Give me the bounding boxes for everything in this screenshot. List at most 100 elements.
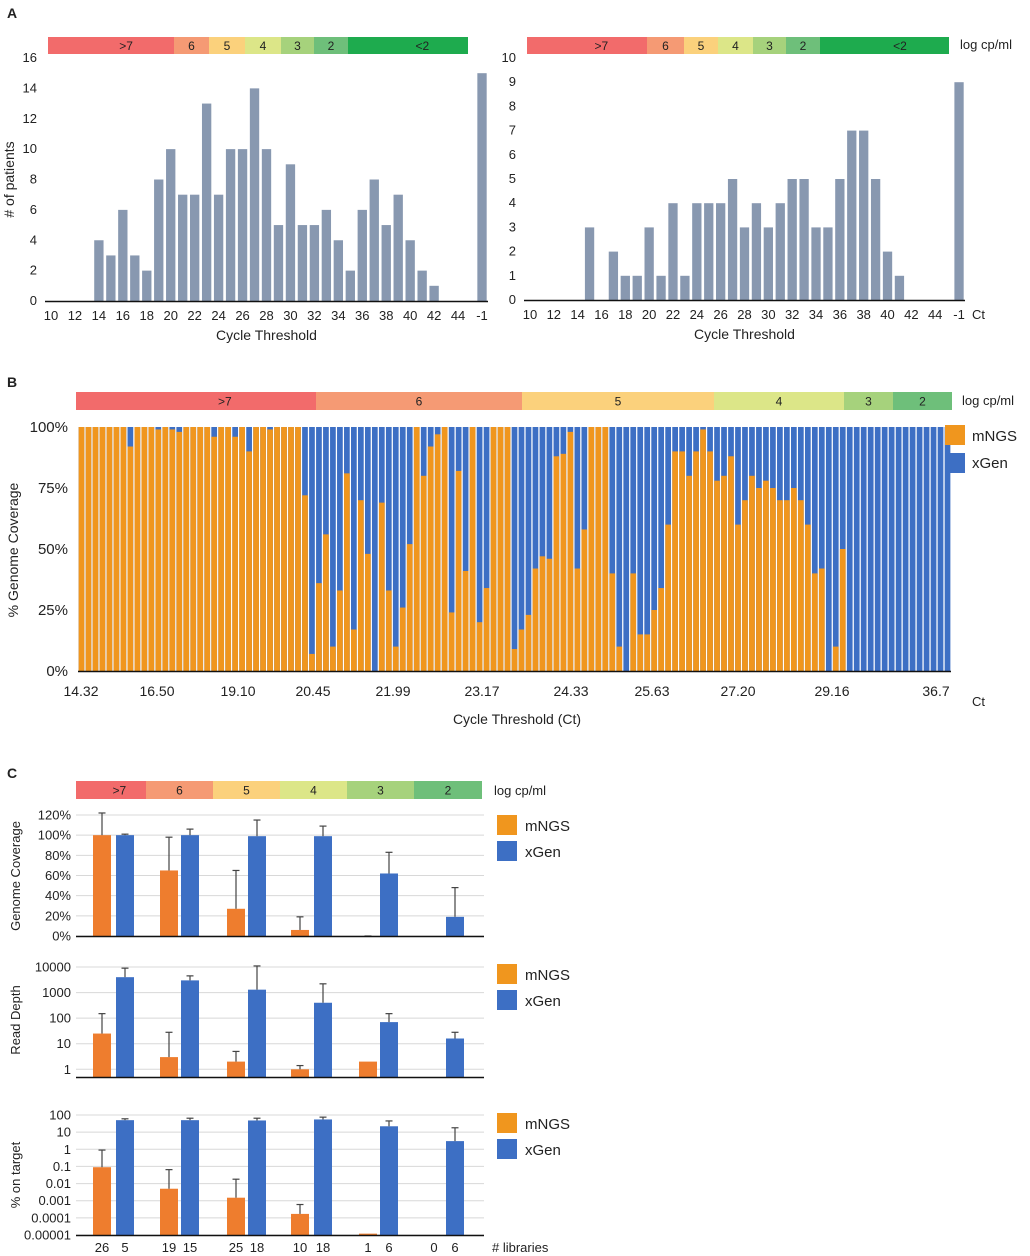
bar-mngs bbox=[644, 634, 651, 671]
bar-mngs bbox=[616, 646, 623, 671]
bar-mngs bbox=[749, 475, 755, 671]
bar bbox=[954, 82, 964, 300]
bar-mngs bbox=[532, 568, 539, 671]
legend-label-mngs: mNGS bbox=[972, 428, 1017, 445]
bar-xgen bbox=[930, 427, 937, 671]
scale-label: 6 bbox=[416, 395, 423, 409]
bar bbox=[297, 225, 308, 301]
bar-xgen bbox=[309, 427, 315, 671]
bar-mngs bbox=[364, 553, 371, 671]
bar-xgen bbox=[644, 427, 651, 671]
bar-xgen bbox=[446, 1038, 464, 1077]
bar bbox=[249, 88, 260, 301]
legend-swatch-xgen bbox=[497, 841, 517, 861]
x-tick-label: 12 bbox=[68, 308, 82, 323]
scale-segment-0 bbox=[76, 781, 146, 799]
bar-xgen bbox=[248, 1120, 266, 1235]
y-tick-label: 14 bbox=[23, 80, 37, 95]
bar-xgen bbox=[658, 427, 665, 671]
bar-mngs bbox=[735, 524, 741, 671]
bar bbox=[393, 194, 403, 301]
scale-label: 2 bbox=[919, 395, 926, 409]
bar-mngs bbox=[763, 480, 769, 671]
bar-mngs bbox=[818, 568, 825, 671]
y-tick-label: 9 bbox=[509, 74, 516, 89]
y-axis-title: Genome Coverage bbox=[8, 821, 23, 931]
y-tick-label: 6 bbox=[509, 147, 516, 162]
bar-mngs bbox=[665, 524, 672, 671]
scale-label: 3 bbox=[865, 395, 872, 409]
bar-mngs bbox=[434, 434, 441, 671]
x-tick-label: 36 bbox=[833, 307, 847, 322]
chart-c-readdepth: 1 10 100 1000 10000 Read Depth mNGS xGen bbox=[8, 960, 570, 1079]
ct-unit-a: Ct bbox=[972, 307, 985, 322]
bar-mngs bbox=[637, 634, 644, 671]
bar-xgen bbox=[476, 427, 483, 671]
bar-mngs bbox=[728, 456, 734, 671]
x-tick-label: 36.7 bbox=[922, 683, 949, 699]
bar bbox=[321, 209, 332, 301]
scale-segment-2 bbox=[522, 392, 714, 410]
bar bbox=[429, 285, 439, 301]
y-tick-label: 2 bbox=[509, 244, 516, 259]
scale-label: 2 bbox=[328, 39, 335, 53]
bar-xgen bbox=[923, 427, 930, 671]
panel-b-scale: >7 6 5 4 3 2 bbox=[76, 392, 952, 410]
x-axis-title: Cycle Threshold bbox=[694, 326, 795, 342]
bar-mngs bbox=[323, 534, 329, 671]
bar-mngs bbox=[595, 427, 602, 671]
scale-label: 6 bbox=[188, 39, 195, 53]
y-tick-label: 120% bbox=[38, 808, 72, 823]
bar bbox=[237, 149, 248, 301]
y-axis-title: # of patients bbox=[1, 141, 17, 217]
bar bbox=[118, 209, 128, 301]
y-tick-label: 100 bbox=[49, 1108, 71, 1123]
scale-label: 4 bbox=[776, 395, 783, 409]
scale-label: >7 bbox=[218, 395, 232, 409]
bar-mngs bbox=[832, 646, 839, 671]
y-tick-label: 0.01 bbox=[46, 1176, 71, 1191]
bar bbox=[345, 270, 355, 301]
bar-mngs bbox=[93, 1033, 111, 1077]
y-tick-label: 50% bbox=[38, 541, 68, 558]
y-tick-label: 0.0001 bbox=[31, 1210, 71, 1225]
bar bbox=[417, 270, 427, 301]
bar-mngs bbox=[113, 427, 120, 671]
bar-mngs bbox=[679, 451, 685, 671]
y-tick-label: 7 bbox=[509, 123, 516, 138]
bar-xgen bbox=[248, 989, 266, 1077]
x-tick-label: 44 bbox=[451, 308, 465, 323]
bar-mngs bbox=[218, 427, 225, 671]
bar-mngs bbox=[155, 429, 162, 671]
bar-xgen bbox=[623, 427, 630, 671]
x-tick-label: 16 bbox=[594, 307, 608, 322]
bar-mngs bbox=[274, 427, 280, 671]
bar-mngs bbox=[497, 427, 504, 671]
bar-mngs bbox=[344, 473, 350, 671]
bar-mngs bbox=[169, 429, 176, 671]
bar-mngs bbox=[455, 470, 462, 671]
bar-xgen bbox=[446, 916, 464, 936]
library-count-xgen: 15 bbox=[183, 1240, 197, 1255]
y-tick-label: 10 bbox=[502, 50, 516, 65]
bar-mngs bbox=[574, 568, 581, 671]
y-tick-label: 0 bbox=[509, 292, 516, 307]
bar-xgen bbox=[916, 427, 923, 671]
bar bbox=[620, 275, 630, 300]
bar bbox=[369, 179, 379, 301]
bar-mngs bbox=[546, 558, 553, 671]
y-axis-title: % on target bbox=[8, 1141, 23, 1208]
scale-unit-c: log cp/ml bbox=[494, 783, 546, 798]
bar bbox=[692, 203, 702, 300]
bar-mngs bbox=[106, 427, 113, 671]
scale-segment-0 bbox=[527, 37, 647, 54]
bar-xgen bbox=[116, 977, 134, 1077]
bar bbox=[309, 225, 320, 301]
scale-segment-5 bbox=[314, 37, 348, 54]
bar-xgen bbox=[330, 427, 336, 671]
x-tick-label: 36 bbox=[355, 308, 369, 323]
y-tick-label: 1 bbox=[64, 1062, 71, 1077]
bar-mngs bbox=[511, 649, 518, 671]
bar-xgen bbox=[874, 427, 881, 671]
bar bbox=[823, 227, 833, 300]
